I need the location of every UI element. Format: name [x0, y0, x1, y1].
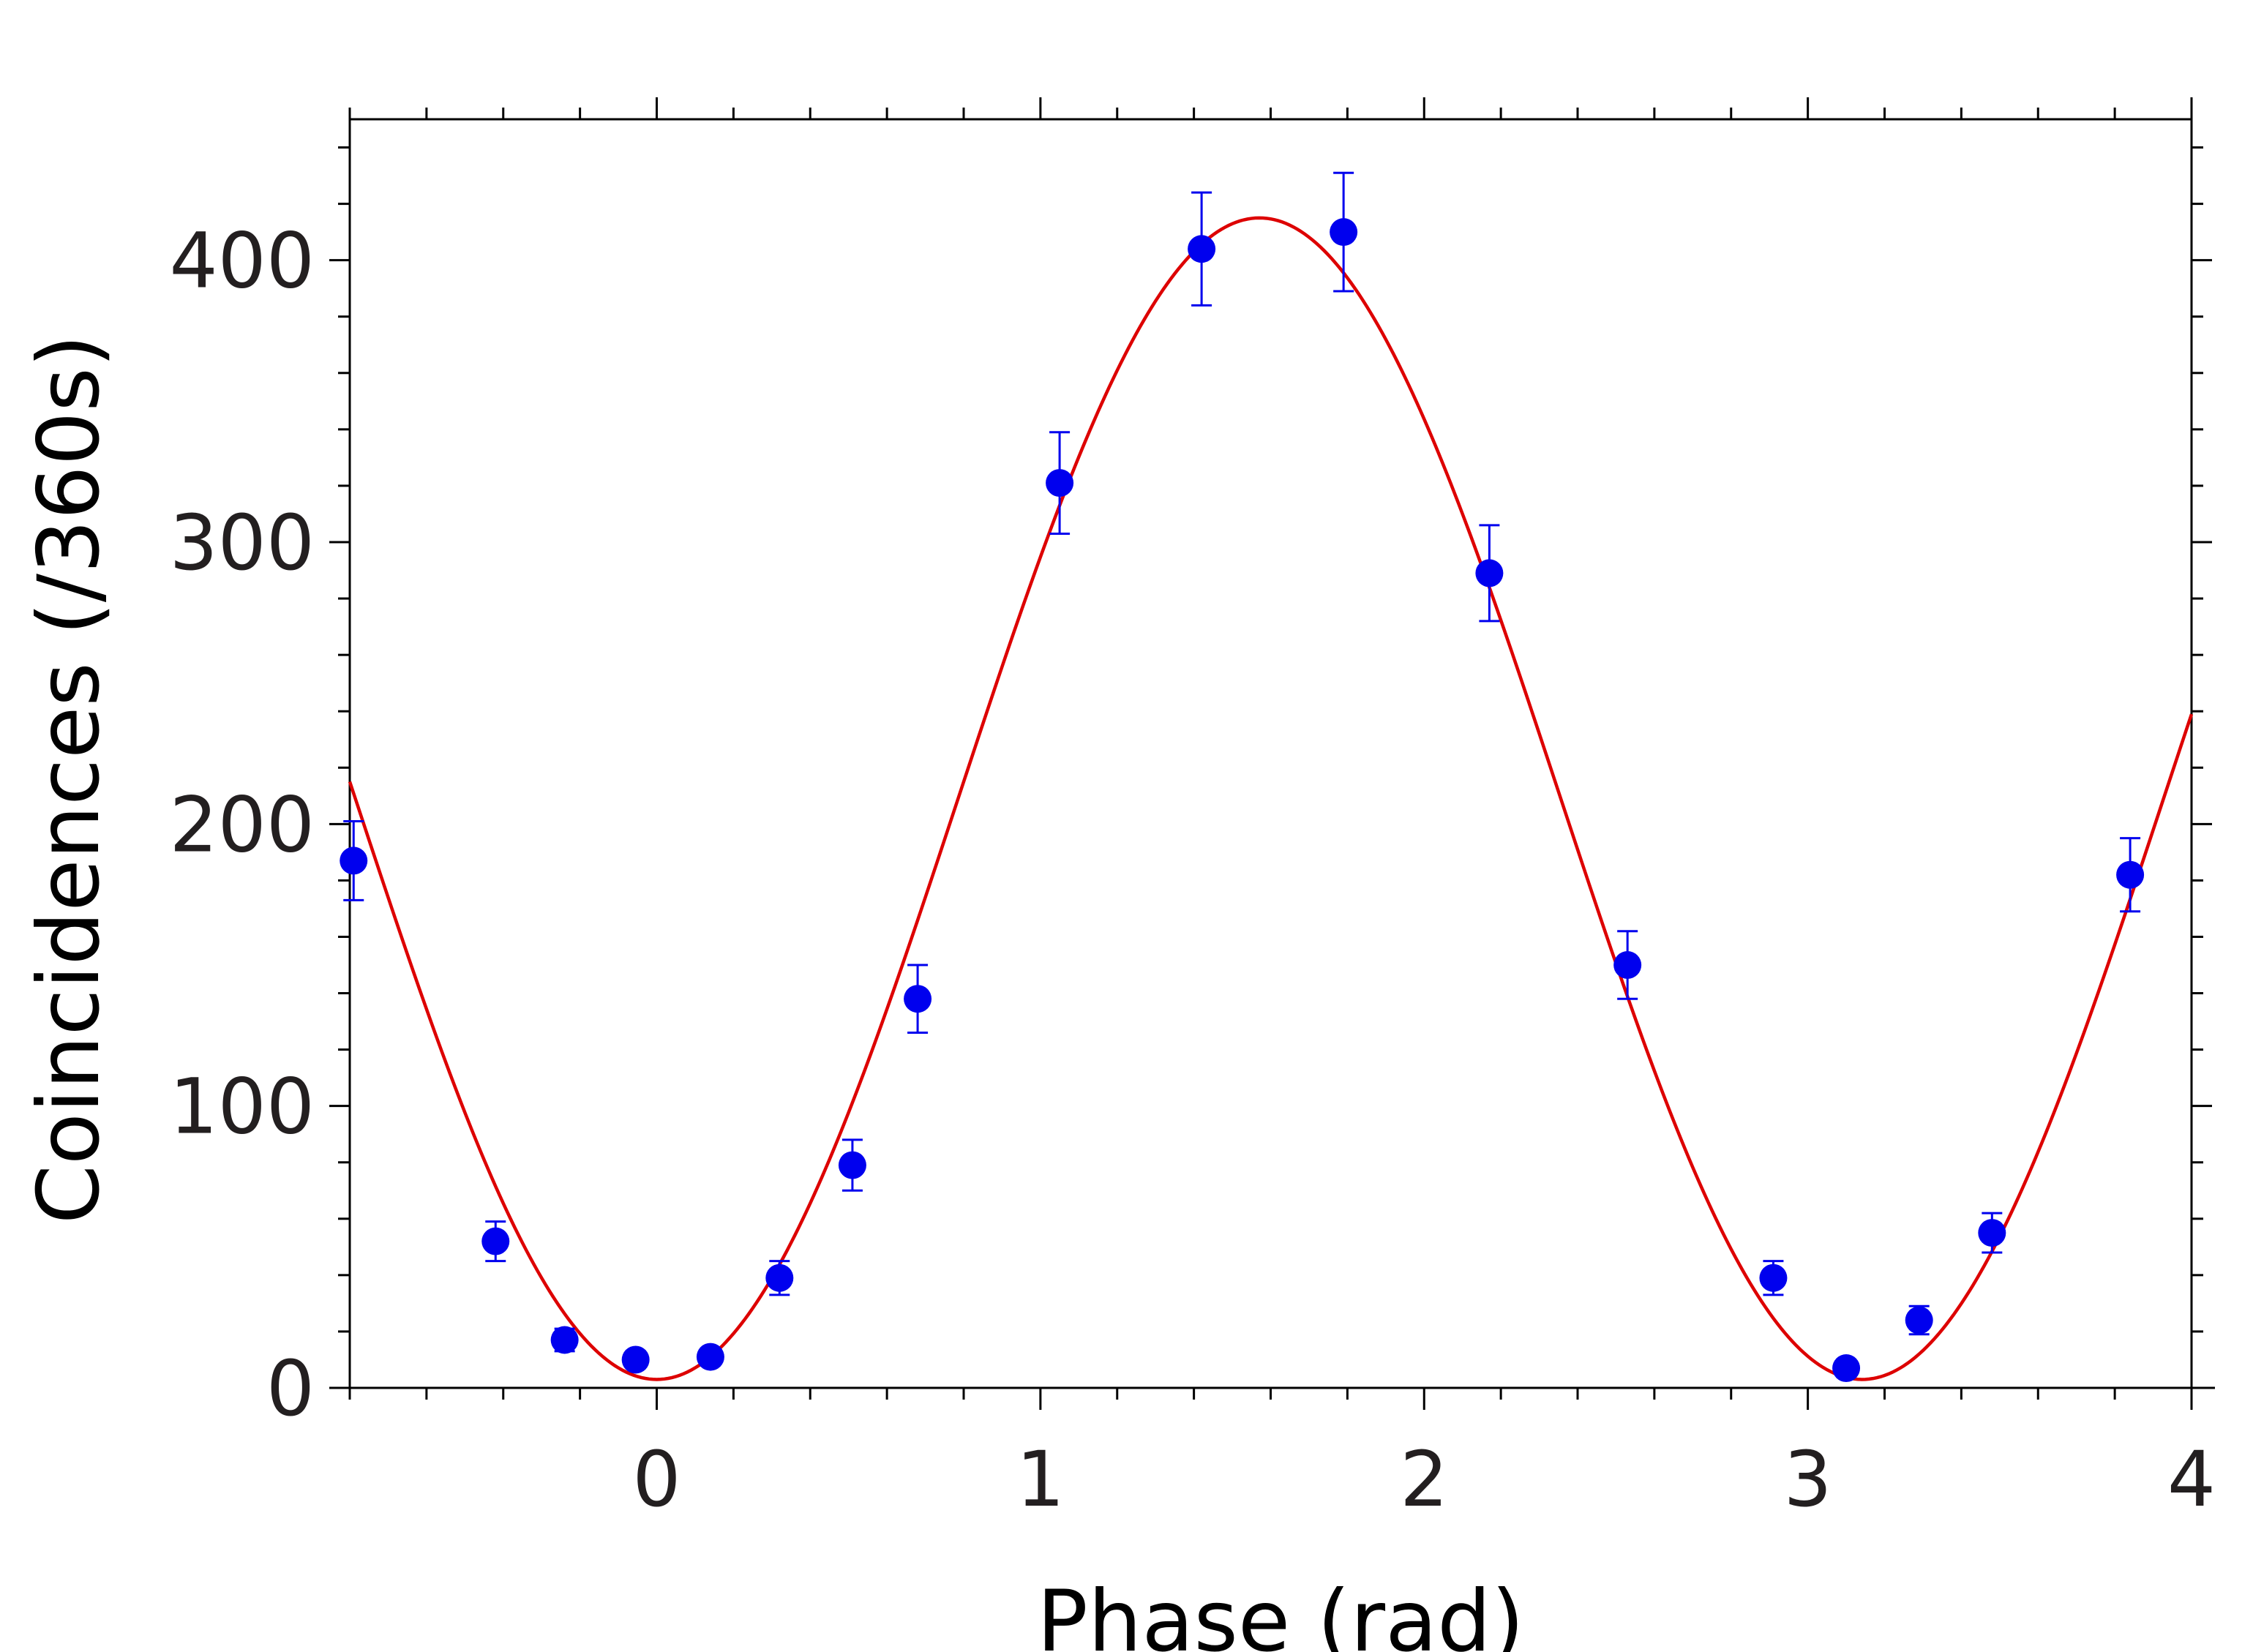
- y-tick-label: 200: [169, 780, 315, 869]
- y-tick-label: 0: [266, 1344, 315, 1433]
- data-marker: [621, 1345, 650, 1374]
- y-tick-label: 100: [169, 1062, 315, 1152]
- data-marker: [765, 1264, 794, 1292]
- y-axis-ticks: [329, 146, 2212, 1389]
- data-marker: [696, 1343, 724, 1371]
- axes-frame: [348, 118, 2215, 1389]
- x-tick-label: 1: [1016, 1435, 1065, 1524]
- y-tick-label: 400: [169, 217, 315, 306]
- data-marker: [1832, 1354, 1861, 1383]
- data-point: [1046, 431, 1074, 535]
- x-tick-label: 0: [632, 1435, 681, 1524]
- data-point: [1905, 1304, 1933, 1336]
- data-marker: [550, 1326, 579, 1354]
- y-tick-label: 300: [169, 498, 315, 587]
- data-points: [340, 171, 2145, 1383]
- data-point: [621, 1345, 650, 1374]
- data-point: [340, 819, 368, 901]
- data-marker: [2116, 860, 2145, 889]
- data-point: [1475, 524, 1504, 623]
- data-point: [765, 1260, 794, 1296]
- data-marker: [904, 985, 932, 1013]
- data-marker: [1978, 1219, 2006, 1247]
- data-marker: [1905, 1306, 1933, 1334]
- plot-frame: [348, 118, 2193, 1389]
- x-axis-tick-labels: 0 1 2 3 4: [632, 1435, 2216, 1524]
- data-point: [1759, 1260, 1788, 1296]
- data-point: [1613, 930, 1642, 1000]
- data-marker: [1330, 218, 1358, 247]
- data-point: [1330, 171, 1358, 293]
- data-marker: [1188, 235, 1216, 263]
- y-axis-title: Coincidences (/360s): [20, 334, 119, 1224]
- data-marker: [481, 1227, 510, 1255]
- data-point: [838, 1138, 866, 1192]
- data-marker: [838, 1151, 866, 1179]
- data-marker: [1613, 951, 1642, 979]
- data-marker: [1475, 559, 1504, 587]
- x-tick-label: 4: [2167, 1435, 2216, 1524]
- y-axis-tick-labels: 0 100 200 300 400: [169, 217, 315, 1433]
- x-axis-ticks: [348, 97, 2193, 1410]
- data-marker: [1759, 1264, 1788, 1292]
- data-marker: [340, 846, 368, 875]
- data-point: [550, 1326, 579, 1354]
- x-axis-title: Phase (rad): [1037, 1572, 1524, 1652]
- x-tick-label: 2: [1400, 1435, 1448, 1524]
- data-point: [2116, 837, 2145, 913]
- data-point: [1832, 1354, 1861, 1383]
- data-point: [696, 1343, 724, 1371]
- data-point: [481, 1220, 510, 1263]
- fit-curve: [348, 216, 2194, 1381]
- data-point: [1978, 1212, 2006, 1254]
- data-point: [904, 964, 932, 1034]
- data-marker: [1046, 469, 1074, 498]
- x-tick-label: 3: [1784, 1435, 1832, 1524]
- data-point: [1188, 191, 1216, 307]
